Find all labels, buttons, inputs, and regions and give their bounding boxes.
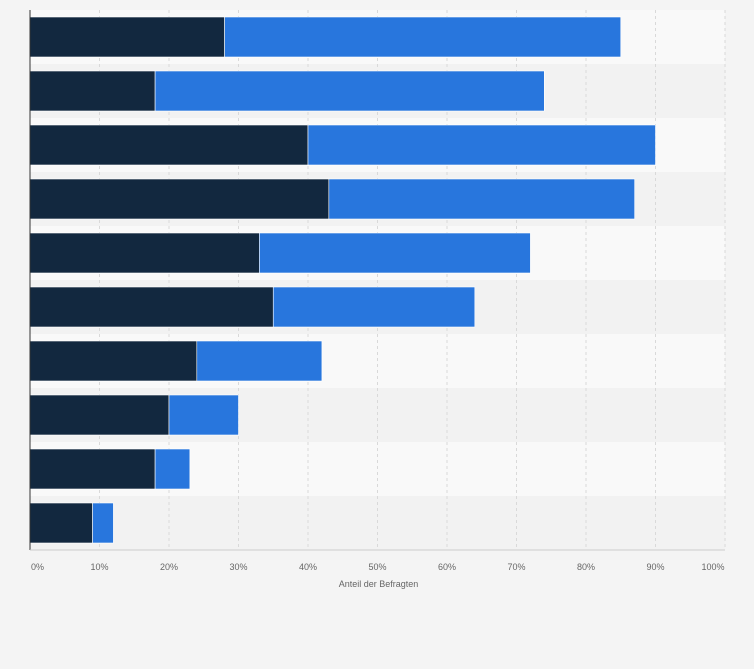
bar-series-2[interactable] xyxy=(259,232,531,274)
x-axis-title: Anteil der Befragten xyxy=(339,579,419,589)
bar-series-2[interactable] xyxy=(224,16,622,58)
bar-series-2[interactable] xyxy=(92,502,114,544)
x-tick-label: 0% xyxy=(31,562,44,572)
x-tick-label: 20% xyxy=(160,562,178,572)
bar-series-2[interactable] xyxy=(307,124,656,166)
bar-series-2[interactable] xyxy=(154,448,191,490)
bar-series-1[interactable] xyxy=(29,502,93,544)
x-tick-label: 40% xyxy=(299,562,317,572)
bar-series-2[interactable] xyxy=(272,286,476,328)
x-tick-label: 70% xyxy=(507,562,525,572)
bar-series-2[interactable] xyxy=(168,394,239,436)
x-tick-label: 30% xyxy=(229,562,247,572)
bar-series-1[interactable] xyxy=(29,286,274,328)
x-tick-label: 60% xyxy=(438,562,456,572)
bar-series-1[interactable] xyxy=(29,178,330,220)
bar-series-1[interactable] xyxy=(29,16,225,58)
bar-series-2[interactable] xyxy=(328,178,635,220)
x-tick-label: 10% xyxy=(90,562,108,572)
bar-series-2[interactable] xyxy=(154,70,545,112)
x-tick-label: 50% xyxy=(368,562,386,572)
x-tick-label: 90% xyxy=(646,562,664,572)
bar-series-1[interactable] xyxy=(29,124,309,166)
bar-series-1[interactable] xyxy=(29,70,156,112)
bar-series-1[interactable] xyxy=(29,448,156,490)
x-tick-label: 80% xyxy=(577,562,595,572)
x-tick-label: 100% xyxy=(701,562,724,572)
bar-series-1[interactable] xyxy=(29,232,260,274)
bar-series-2[interactable] xyxy=(196,340,323,382)
bar-series-1[interactable] xyxy=(29,340,198,382)
bar-series-1[interactable] xyxy=(29,394,170,436)
